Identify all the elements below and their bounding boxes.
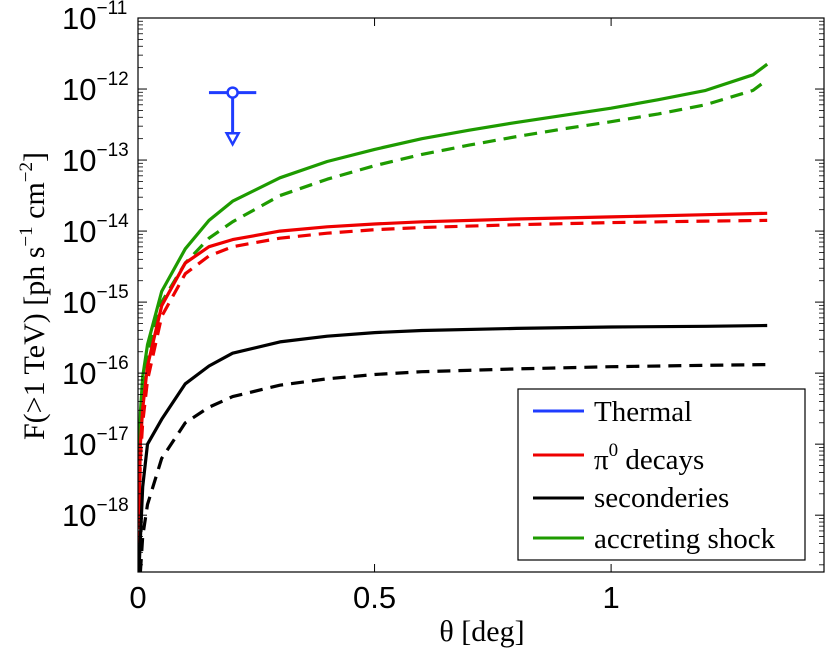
y-tick-exponent: −12 xyxy=(96,69,128,90)
legend: Thermal π0 decays seconderies accreting … xyxy=(517,388,806,561)
y-tick-label-−14: 10−14 xyxy=(62,211,129,249)
y-axis-title-prefix: F(>1 TeV) [ph s xyxy=(18,247,51,440)
y-tick-exponent: −16 xyxy=(96,353,128,374)
upper-limit-marker xyxy=(226,86,239,99)
y-tick-label-−12: 10−12 xyxy=(62,69,129,107)
y-tick-base: 10 xyxy=(62,214,96,249)
y-tick-label-−16: 10−16 xyxy=(62,353,129,391)
x-tick-label-0: 0 xyxy=(129,580,146,615)
y-tick-exponent: −11 xyxy=(96,0,127,19)
legend-label-pi0-base: π xyxy=(594,444,609,476)
series-line-accreting-shock xyxy=(138,62,769,480)
y-tick-base: 10 xyxy=(62,498,96,533)
y-tick-exponent: −13 xyxy=(96,140,128,161)
y-tick-label-−18: 10−18 xyxy=(62,495,129,533)
legend-label-pi0-sup: 0 xyxy=(609,440,619,461)
y-tick-base: 10 xyxy=(62,72,96,107)
y-tick-base: 10 xyxy=(62,427,96,462)
y-tick-exponent: −17 xyxy=(96,424,128,445)
y-tick-label-−17: 10−17 xyxy=(62,424,129,462)
series-line-seconderies-model-2 xyxy=(138,363,768,572)
series-group xyxy=(138,62,769,572)
tick-labels: 0 0.5 110−1110−1210−1310−1410−1510−1610−17… xyxy=(62,0,620,615)
y-tick-base: 10 xyxy=(62,143,96,178)
legend-label-accreting-shock: accreting shock xyxy=(594,523,776,555)
y-tick-label-−15: 10−15 xyxy=(62,282,129,320)
legend-label-thermal: Thermal xyxy=(594,396,692,428)
axis-ticks xyxy=(137,17,825,573)
y-tick-exponent: −14 xyxy=(96,211,129,232)
y-axis-title-middle: cm xyxy=(18,182,51,226)
legend-label-pi0-rest: decays xyxy=(618,444,704,476)
y-axis-title: F(>1 TeV) [ph s−1 cm−2] xyxy=(16,152,51,440)
x-tick-label-0.5: 0.5 xyxy=(353,580,396,615)
series-line-seconderies xyxy=(138,323,768,572)
y-axis-title-exp1: −1 xyxy=(16,226,37,246)
legend-box xyxy=(517,388,806,561)
legend-label-pi0: π0 decays xyxy=(594,440,704,476)
y-axis-title-exp2: −2 xyxy=(16,162,37,182)
y-tick-exponent: −18 xyxy=(96,495,128,516)
y-axis-title-suffix: ] xyxy=(18,152,51,162)
y-tick-base: 10 xyxy=(62,285,96,320)
series-line-accreting-shock-model-2 xyxy=(138,78,769,494)
x-tick-label-1: 1 xyxy=(602,580,619,615)
y-tick-base: 10 xyxy=(62,356,96,391)
legend-label-seconderies: seconderies xyxy=(594,482,729,514)
upper-limit-arrowhead xyxy=(224,132,241,147)
x-axis-title: θ [deg] xyxy=(439,615,524,648)
y-tick-label-−13: 10−13 xyxy=(62,140,129,178)
y-tick-base: 10 xyxy=(62,1,96,36)
plot-frame xyxy=(137,17,825,573)
y-tick-exponent: −15 xyxy=(96,282,128,303)
series-clip-group xyxy=(138,62,769,572)
y-tick-label-−11: 10−11 xyxy=(62,0,127,36)
